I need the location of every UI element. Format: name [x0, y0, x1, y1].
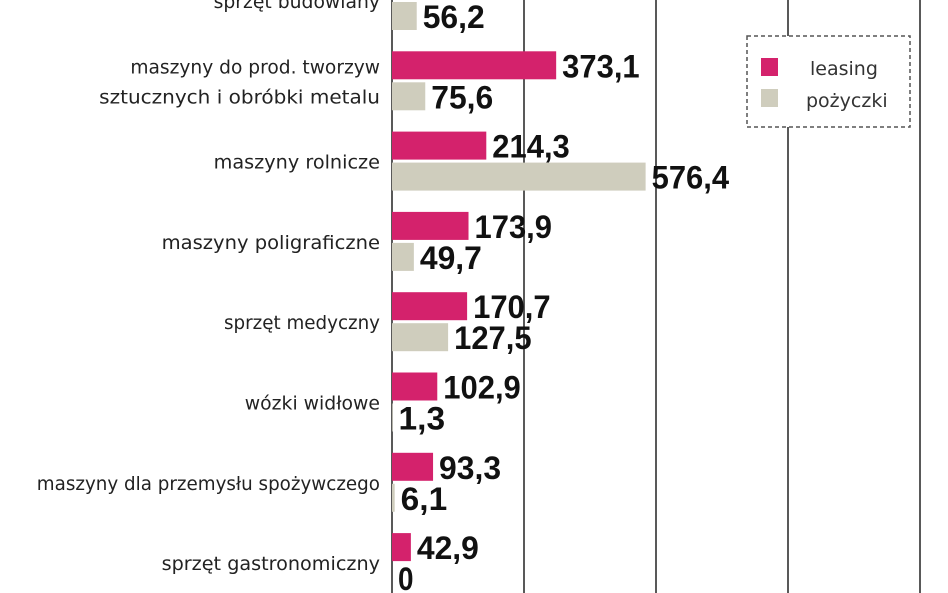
bar-pozyczki [392, 403, 393, 432]
category-label: maszyny poligraficzne [162, 232, 380, 254]
category-label: maszyny dla przemysłu spożywczego [37, 473, 380, 495]
legend-label-leasing: leasing [810, 58, 878, 80]
legend-box [746, 35, 911, 128]
bar-pozyczki [392, 242, 414, 271]
bar-leasing [392, 51, 557, 80]
bar-pozyczki [392, 2, 417, 30]
category-label: maszyny rolnicze [214, 152, 380, 174]
category-label: sprzęt gastronomiczny [162, 553, 380, 575]
bar-leasing [392, 533, 411, 562]
data-label: 102,9 [443, 370, 521, 406]
data-label: 1,3 [399, 401, 446, 437]
category-label: sztucznych i obróbki metalu [99, 86, 380, 108]
legend: leasing pożyczki [746, 35, 911, 128]
bar-pozyczki [392, 162, 646, 191]
data-label: 127,5 [454, 320, 531, 356]
data-label: 0 [398, 561, 414, 593]
legend-swatch-pozyczki [761, 89, 778, 107]
data-label: 576,4 [652, 160, 730, 196]
data-label: 56,2 [423, 0, 485, 35]
bar-leasing [392, 131, 487, 160]
legend-label-pozyczki: pożyczki [806, 90, 888, 112]
data-label: 93,3 [439, 450, 501, 486]
category-label: sprzęt budowlany [214, 0, 380, 13]
category-label: maszyny do prod. tworzyw [130, 56, 380, 78]
category-labels: sprzęt budowlany maszyny do prod. tworzyw… [37, 0, 380, 575]
category-label: wózki widłowe [245, 393, 380, 415]
bar-leasing [392, 452, 434, 481]
data-label: 42,9 [417, 530, 479, 566]
data-label: 173,9 [475, 209, 553, 245]
category-label: sprzęt medyczny [224, 312, 380, 334]
data-label: 75,6 [431, 79, 493, 115]
bars: 56,2 373,1 75,6 214,3 576,4 173,949,7 170,7127… [392, 0, 730, 593]
bar-leasing [392, 372, 438, 401]
bar-leasing [392, 211, 469, 240]
data-label: 170,7 [473, 289, 551, 325]
legend-swatch-leasing [761, 58, 778, 76]
bar-leasing [392, 292, 468, 321]
data-label: 373,1 [562, 48, 640, 84]
bar-pozyczki [392, 323, 449, 352]
data-label: 49,7 [420, 240, 482, 276]
data-label: 6,1 [401, 481, 448, 517]
data-label: 214,3 [492, 129, 570, 165]
bar-pozyczki [392, 82, 426, 111]
bar-pozyczki [392, 483, 395, 512]
